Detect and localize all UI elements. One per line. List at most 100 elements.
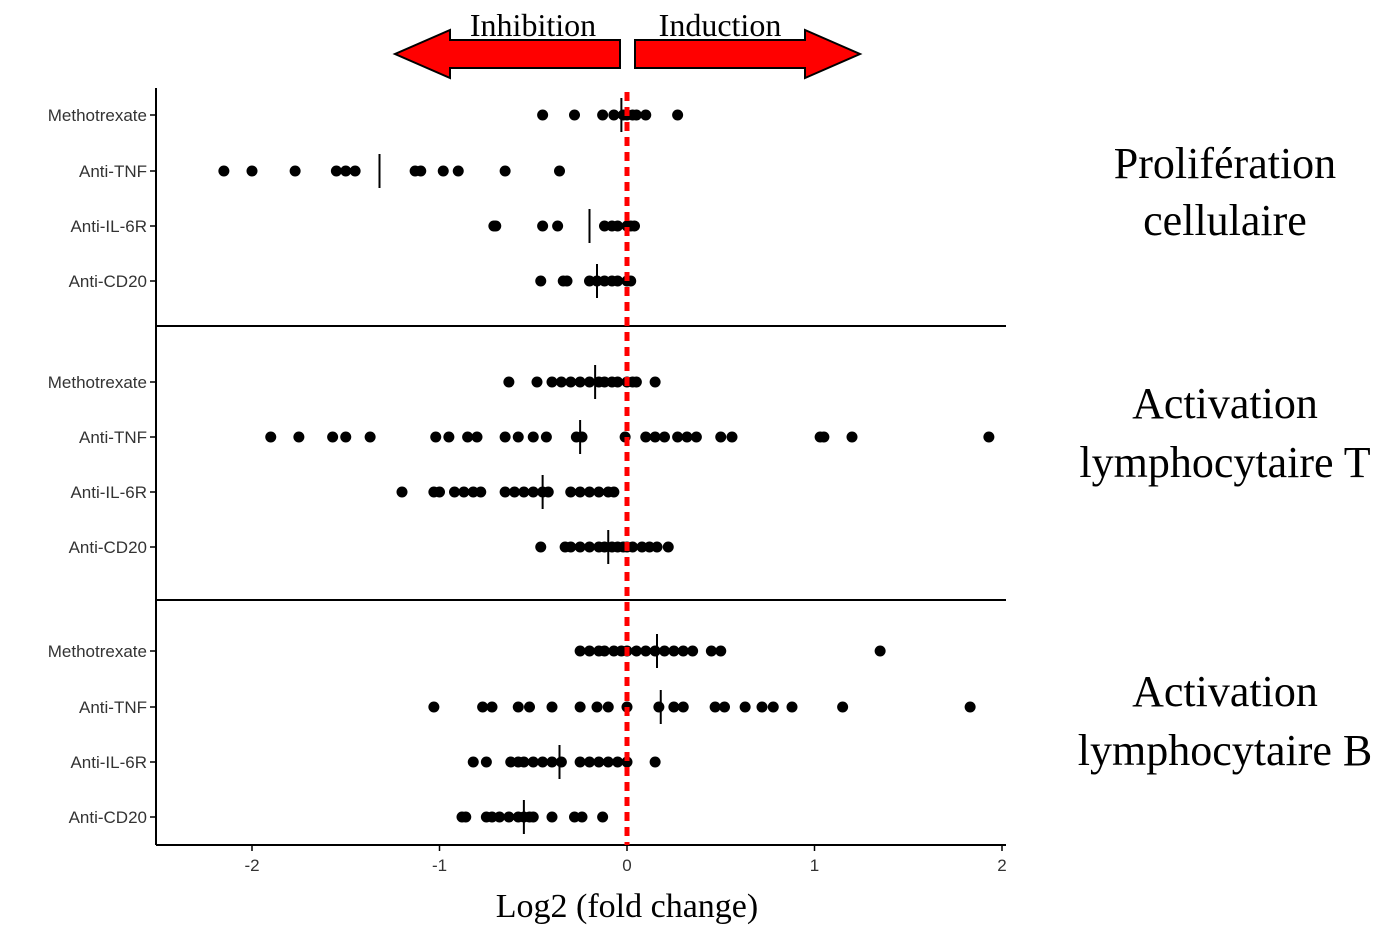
data-point — [499, 165, 511, 177]
data-point — [330, 165, 342, 177]
data-point — [591, 701, 603, 713]
data-point — [565, 376, 577, 388]
data-point — [649, 431, 661, 443]
data-point — [462, 431, 474, 443]
data-point — [602, 756, 614, 768]
data-point — [653, 701, 665, 713]
data-point — [662, 541, 674, 553]
data-point — [627, 541, 639, 553]
plot-area: -2 -1 0 1 2 Methotrexate Anti-TNF Anti-IL-6R Ant… — [48, 88, 1007, 875]
category-label: Anti-CD20 — [69, 272, 147, 291]
data-point — [715, 431, 727, 443]
data-point — [524, 701, 535, 713]
data-point — [503, 811, 515, 823]
data-point — [576, 811, 588, 823]
data-point — [246, 165, 258, 177]
data-point — [546, 701, 558, 713]
category-label: Anti-IL-6R — [70, 753, 147, 772]
data-point — [629, 220, 640, 232]
data-point — [574, 756, 586, 768]
category-label: Methotrexate — [48, 642, 147, 661]
data-point — [552, 220, 564, 232]
data-point — [649, 645, 661, 657]
data-point — [983, 431, 995, 443]
data-point — [612, 220, 624, 232]
data-point — [434, 486, 445, 498]
data-point — [537, 109, 549, 121]
data-point — [512, 431, 524, 443]
data-point — [597, 811, 609, 823]
panel-label-line: lymphocytaire T — [1079, 438, 1370, 487]
data-point — [846, 431, 858, 443]
data-point — [449, 486, 460, 498]
data-point — [460, 811, 472, 823]
panel-label-line: lymphocytaire B — [1078, 726, 1373, 775]
data-point — [837, 701, 849, 713]
panel-label-line: cellulaire — [1143, 196, 1307, 245]
data-point — [396, 486, 408, 498]
data-point — [640, 109, 652, 121]
induction-label: Induction — [659, 7, 782, 43]
data-point — [612, 275, 624, 287]
x-tick-label: 2 — [997, 856, 1006, 875]
data-point — [672, 431, 684, 443]
data-point — [597, 109, 609, 121]
panel-label-line: Activation — [1132, 379, 1318, 428]
panel-labels: Prolifération cellulaire Activation lymphoc… — [1078, 139, 1373, 775]
data-point — [584, 486, 595, 498]
category-label: Anti-IL-6R — [70, 217, 147, 236]
data-point — [415, 165, 427, 177]
data-point — [668, 701, 680, 713]
data-point — [640, 431, 652, 443]
data-point — [499, 486, 511, 498]
data-point — [574, 376, 586, 388]
data-point — [503, 376, 515, 388]
data-point — [739, 701, 751, 713]
category-label: Anti-TNF — [79, 162, 147, 181]
data-point — [486, 701, 498, 713]
data-point — [574, 645, 586, 657]
data-point — [540, 431, 552, 443]
data-point — [630, 109, 642, 121]
data-point — [428, 701, 440, 713]
data-point — [612, 376, 624, 388]
data-point — [659, 645, 670, 657]
data-point — [546, 756, 558, 768]
data-point — [527, 486, 539, 498]
data-point — [576, 431, 588, 443]
data-point — [518, 486, 530, 498]
data-point — [719, 701, 730, 713]
data-point — [612, 756, 624, 768]
data-point — [555, 756, 567, 768]
data-point — [584, 645, 595, 657]
data-point — [602, 701, 614, 713]
data-point — [565, 541, 577, 553]
data-point — [430, 431, 442, 443]
data-point — [327, 431, 339, 443]
data-point — [535, 541, 547, 553]
data-point — [518, 756, 530, 768]
data-point — [555, 376, 567, 388]
data-point — [218, 165, 230, 177]
data-point — [565, 486, 577, 498]
data-point — [531, 376, 543, 388]
x-tick-label: 0 — [622, 856, 631, 875]
data-point — [584, 756, 595, 768]
data-point — [471, 431, 483, 443]
category-label: Methotrexate — [48, 106, 147, 125]
data-point — [593, 486, 605, 498]
data-point — [477, 701, 489, 713]
data-point — [490, 220, 502, 232]
category-label: Anti-TNF — [79, 428, 147, 447]
data-point — [621, 756, 633, 768]
data-point — [340, 431, 352, 443]
data-point — [690, 431, 702, 443]
data-point — [659, 431, 670, 443]
data-point — [574, 701, 586, 713]
data-point — [726, 431, 738, 443]
data-point — [537, 220, 549, 232]
data-point — [569, 109, 580, 121]
data-point — [593, 756, 605, 768]
data-point — [546, 376, 558, 388]
